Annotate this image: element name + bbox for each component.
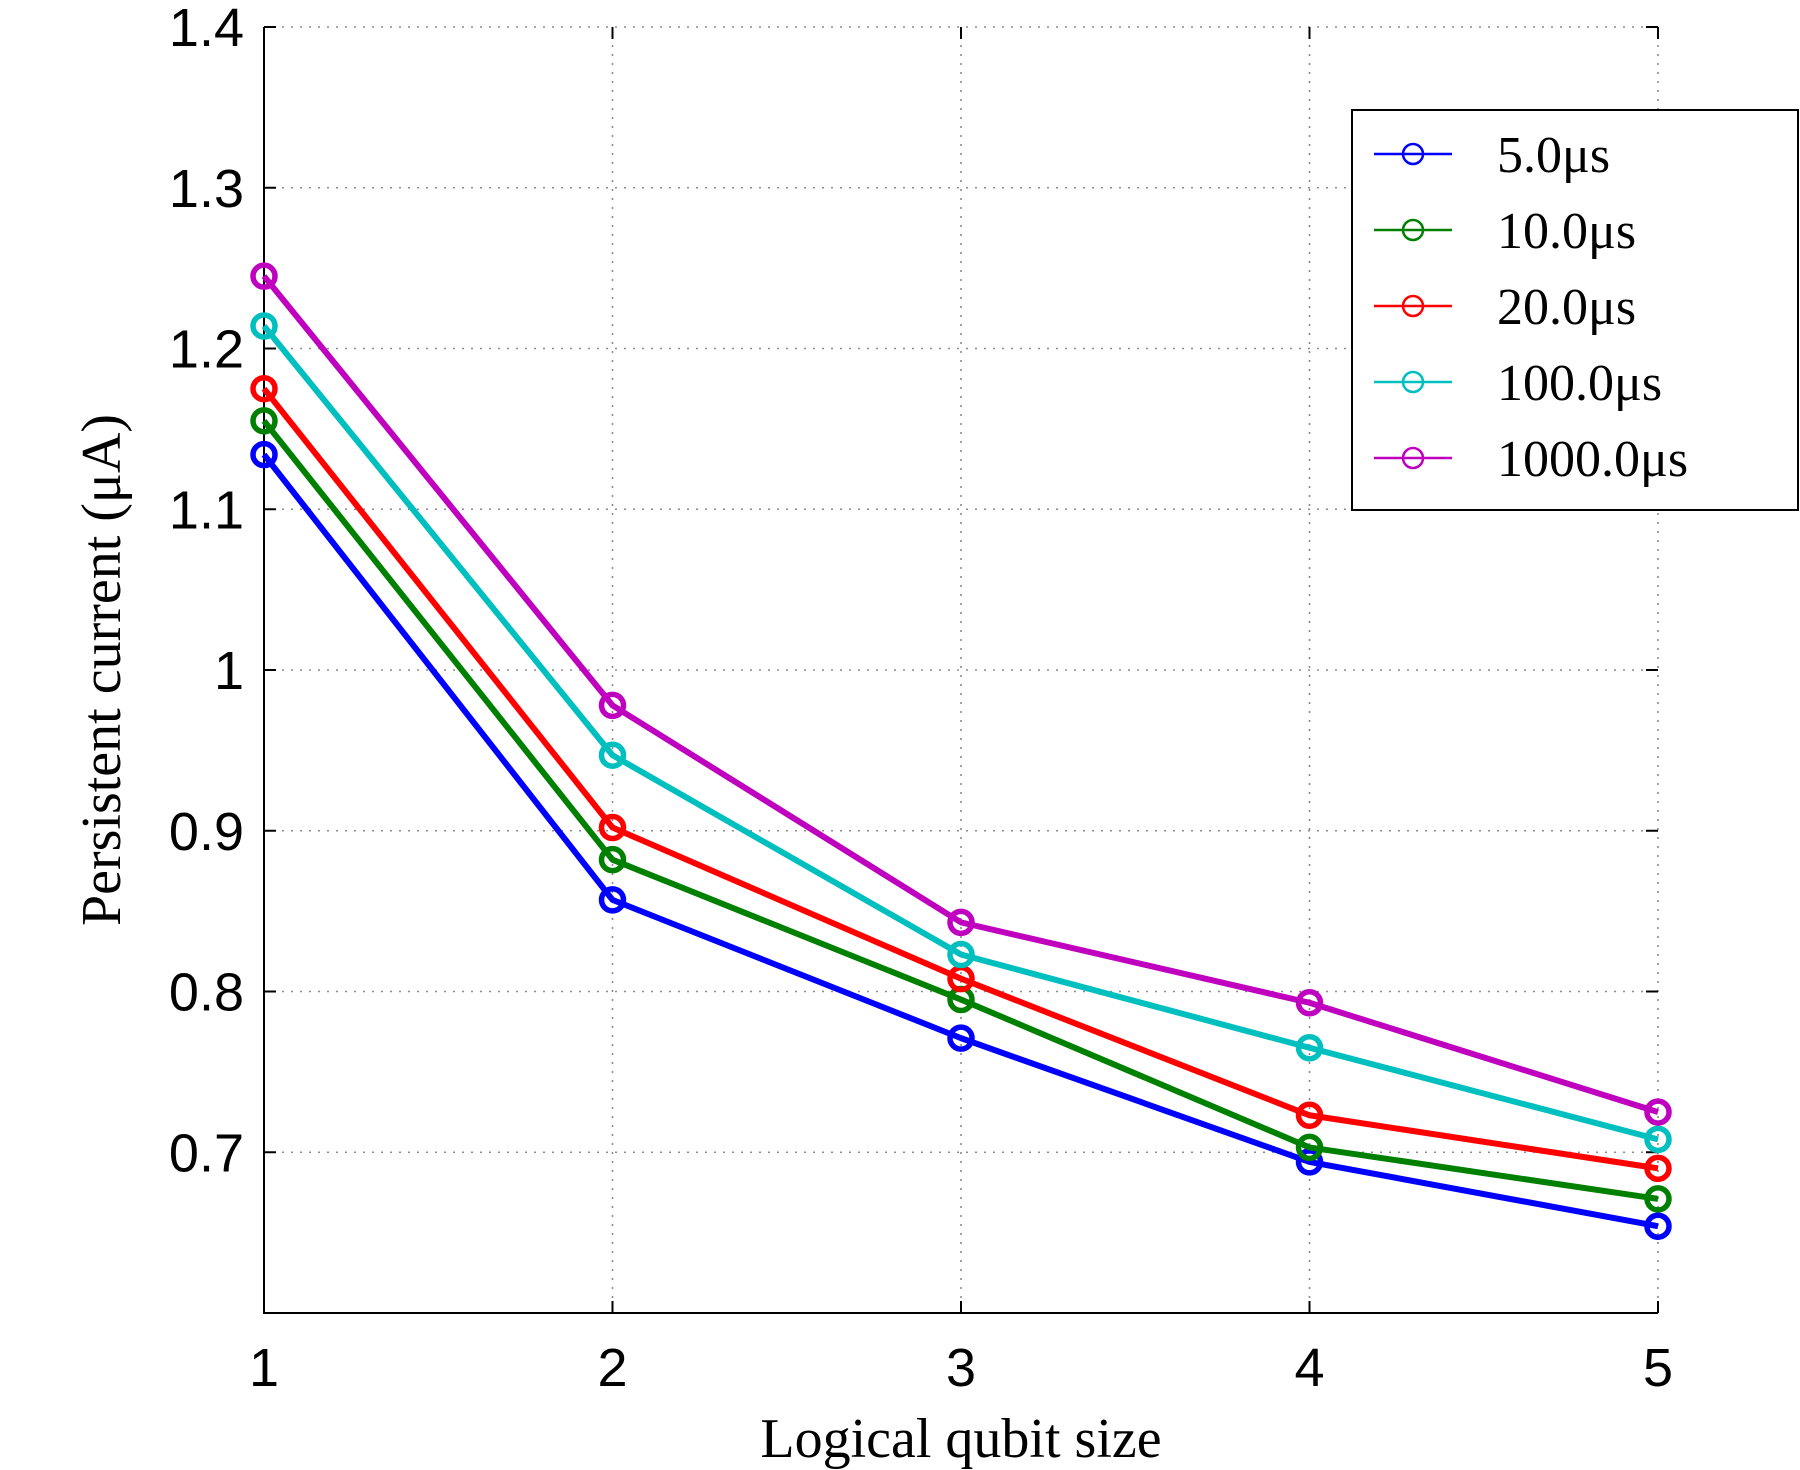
legend-marker xyxy=(1401,294,1425,318)
x-tick-label: 2 xyxy=(597,1338,627,1398)
data-point xyxy=(250,262,278,290)
y-tick-label: 0.9 xyxy=(169,802,244,862)
legend: 5.0μs 10.0μs 20.0μs 100.0μs 1000.0μs xyxy=(1351,109,1799,511)
legend-marker xyxy=(1401,446,1425,470)
series-line xyxy=(261,274,1659,1115)
data-point xyxy=(598,886,627,914)
x-tick-label: 3 xyxy=(946,1338,976,1398)
series-3 xyxy=(250,374,1672,1183)
legend-label: 10.0μs xyxy=(1497,203,1636,260)
data-point xyxy=(250,407,278,435)
data-point xyxy=(598,691,627,720)
data-point xyxy=(598,741,627,769)
data-point xyxy=(1295,989,1324,1017)
series-2 xyxy=(250,407,1672,1213)
x-tick-label: 4 xyxy=(1294,1338,1324,1398)
x-axis-label: Logical qubit size xyxy=(760,1408,1161,1470)
series-group xyxy=(250,262,1672,1240)
data-point xyxy=(598,813,627,842)
legend-item-1: 5.0μs xyxy=(1374,127,1610,184)
data-point xyxy=(250,312,278,340)
y-tick-label: 1.1 xyxy=(169,480,244,540)
legend-item-2: 10.0μs xyxy=(1374,203,1636,260)
x-tick-label: 1 xyxy=(249,1338,279,1398)
data-point xyxy=(947,908,975,937)
data-point xyxy=(1644,1154,1672,1183)
series-4 xyxy=(250,312,1672,1154)
data-point xyxy=(1644,1098,1672,1126)
data-point xyxy=(1295,1133,1324,1162)
x-tick-label: 5 xyxy=(1643,1338,1673,1398)
legend-marker xyxy=(1401,218,1425,242)
legend-label: 100.0μs xyxy=(1497,355,1662,412)
y-tick-label: 1.3 xyxy=(169,159,244,219)
y-tick-label: 1.2 xyxy=(169,320,244,380)
data-point xyxy=(1295,1148,1324,1176)
legend-label: 1000.0μs xyxy=(1497,431,1688,488)
data-point xyxy=(1295,1101,1324,1130)
data-point xyxy=(1644,1125,1672,1154)
series-line xyxy=(261,324,1659,1143)
tick-labels: 1 2 3 4 5 0.7 0.8 0.9 1 1.1 1.2 1.3 1.4 xyxy=(169,0,1673,1398)
y-tick-label: 0.8 xyxy=(169,963,244,1023)
data-point xyxy=(1644,1185,1672,1213)
series-line xyxy=(261,452,1659,1230)
legend-label: 20.0μs xyxy=(1497,279,1636,336)
data-point xyxy=(598,845,627,874)
data-point xyxy=(1644,1212,1672,1240)
legend-label: 5.0μs xyxy=(1497,127,1610,184)
y-tick-label: 1.4 xyxy=(169,0,244,58)
series-1 xyxy=(250,440,1672,1240)
data-point xyxy=(250,374,278,403)
y-axis-label: Persistent current (μA) xyxy=(71,414,133,926)
data-point xyxy=(250,440,278,469)
legend-marker xyxy=(1401,370,1425,394)
series-line xyxy=(261,418,1659,1202)
data-point xyxy=(947,940,975,969)
series-line xyxy=(261,386,1659,1172)
legend-item-5: 1000.0μs xyxy=(1374,431,1688,488)
series-5 xyxy=(250,262,1672,1126)
legend-item-3: 20.0μs xyxy=(1374,279,1636,336)
legend-item-4: 100.0μs xyxy=(1374,355,1662,412)
legend-box xyxy=(1351,109,1799,511)
y-tick-label: 0.7 xyxy=(169,1123,244,1183)
legend-marker xyxy=(1401,142,1425,166)
y-tick-label: 1 xyxy=(214,641,244,701)
data-point xyxy=(947,1024,975,1052)
data-point xyxy=(1295,1034,1324,1062)
